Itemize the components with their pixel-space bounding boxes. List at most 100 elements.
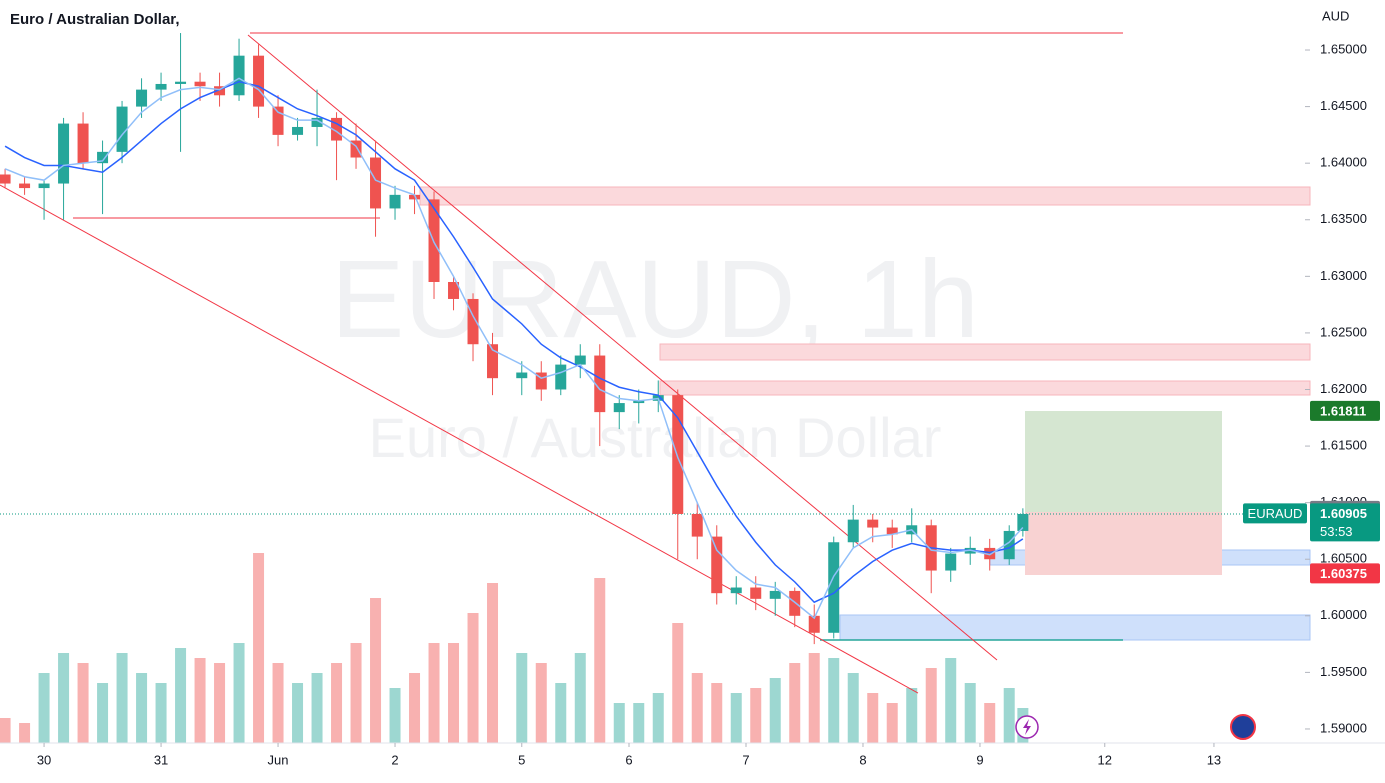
moving-average [4, 80, 1024, 604]
candle-body [448, 281, 460, 299]
price-label: 1.60375 [1320, 566, 1367, 581]
resistance-zone [659, 380, 1311, 396]
watermark-subtitle: Euro / Australian Dollar [369, 406, 942, 469]
candle-body [97, 151, 109, 164]
volume-bar [370, 598, 382, 743]
candle-body [311, 117, 323, 127]
flag-icon[interactable] [1230, 714, 1256, 740]
trend-line [247, 34, 998, 661]
candle-body [253, 55, 265, 107]
volume-bar [487, 583, 499, 743]
y-tick-label: 1.59500 [1320, 664, 1367, 679]
volume-bar [389, 688, 401, 743]
price-label-box [1310, 400, 1380, 421]
volume-bar [155, 683, 167, 743]
price-label: 1.61811 [1320, 403, 1366, 418]
x-tick-label: 13 [1207, 752, 1221, 767]
support-zone [839, 614, 1311, 641]
volume-bar [194, 658, 206, 743]
candle-body [467, 298, 479, 345]
candle-body [574, 355, 586, 365]
volume-bar [594, 578, 606, 743]
candle-body [613, 403, 625, 413]
volume-bar [409, 673, 421, 743]
volume-bar [292, 683, 304, 743]
volume-bar [116, 653, 128, 743]
candle-body [58, 123, 70, 184]
x-tick-label: 2 [391, 752, 398, 767]
volume-bar [0, 718, 11, 743]
current-price-box [1310, 503, 1380, 542]
y-tick-label: 1.60500 [1320, 551, 1367, 566]
volume-bar [828, 658, 840, 743]
candle-body [769, 590, 781, 599]
candle-body [233, 55, 245, 96]
x-tick-label: 6 [625, 752, 632, 767]
x-tick-label: 8 [859, 752, 866, 767]
volume-bar [19, 723, 31, 743]
candle-body [808, 615, 820, 633]
volume-bar [847, 673, 859, 743]
volume-bar [233, 643, 245, 743]
volume-bar [58, 653, 70, 743]
volume-bar [467, 613, 479, 743]
icons [1015, 714, 1256, 740]
volume [0, 553, 1029, 743]
candle-body [1017, 513, 1029, 531]
volume-bar [448, 643, 460, 743]
candle-body [730, 587, 742, 594]
volume-bar [175, 648, 187, 743]
volume-bar [789, 663, 801, 743]
resistance-zone [659, 343, 1311, 361]
volume-bar [925, 668, 937, 743]
volume-bar [750, 688, 762, 743]
volume-bar [253, 553, 265, 743]
volume-bar [516, 653, 528, 743]
x-tick-label: Jun [268, 752, 289, 767]
volume-bar [964, 683, 976, 743]
candle-body [516, 372, 528, 379]
candle-body [750, 587, 762, 599]
volume-bar [730, 693, 742, 743]
symbol-box [1243, 503, 1307, 524]
candle-body [789, 590, 801, 616]
candle-body [350, 140, 362, 158]
volume-bar [906, 688, 918, 743]
candle-body [272, 106, 284, 135]
volume-bar [808, 653, 820, 743]
volume-bar [535, 663, 547, 743]
candle-body [292, 126, 304, 135]
volume-bar [769, 678, 781, 743]
price-label-box [1310, 563, 1380, 584]
volume-bar [77, 663, 89, 743]
candle-body [370, 157, 382, 209]
countdown: 53:53 [1320, 524, 1353, 539]
stop-zone [1025, 512, 1222, 575]
moving-average [4, 77, 1024, 620]
drawings [0, 32, 1311, 694]
volume-bar [945, 658, 957, 743]
volume-bar [38, 673, 50, 743]
y-tick-label: 1.64000 [1320, 155, 1367, 170]
candle-body [194, 81, 206, 87]
candle-body [984, 547, 996, 560]
currency-label: AUD [1322, 8, 1349, 23]
volume-bar [97, 683, 109, 743]
y-tick-label: 1.65000 [1320, 41, 1367, 56]
candle-body [487, 344, 499, 379]
candle-body [155, 83, 167, 90]
candle-body [331, 117, 343, 141]
candle-body [555, 364, 567, 390]
volume-bar [574, 653, 586, 743]
candle-body [594, 355, 606, 413]
chart-title: Euro / Australian Dollar, [10, 11, 179, 28]
candle-body [633, 400, 645, 404]
y-tick-label: 1.62500 [1320, 324, 1367, 339]
candle-body [116, 106, 128, 152]
volume-bar [886, 703, 898, 743]
watermark: EURAUD, 1h [331, 238, 979, 361]
x-tick-label: 9 [976, 752, 983, 767]
x-tick-label: 12 [1098, 752, 1112, 767]
lightning-icon [1023, 719, 1031, 735]
